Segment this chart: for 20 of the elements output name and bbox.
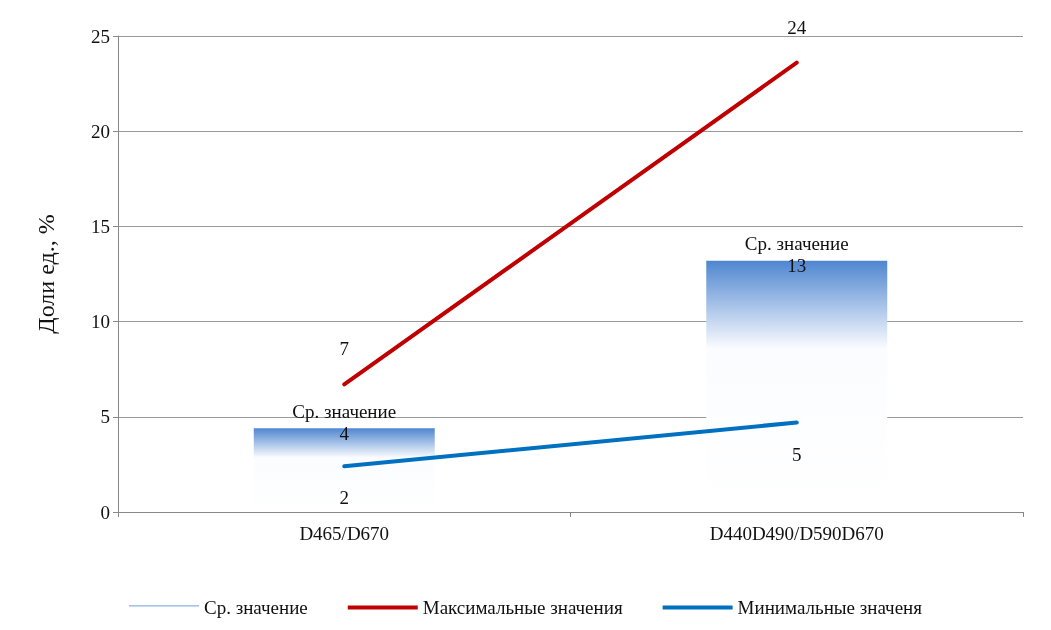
y-tick-label: 5 [100, 406, 110, 428]
text: Ср. значение [292, 400, 397, 422]
x-tick-label: D465/D670 [299, 523, 390, 544]
y-tick-label: 10 [91, 311, 110, 333]
data-label: 24 [787, 16, 807, 38]
data-label: 4 [339, 422, 350, 444]
y-tick-label: 0 [100, 501, 110, 523]
data-label: 2 [339, 487, 349, 509]
data-label: 7 [339, 338, 349, 360]
y-tick-label: 15 [91, 215, 110, 237]
data-label: 5 [792, 443, 802, 465]
text: Ср. значение [744, 233, 849, 255]
legend-label: Ср. значение [203, 597, 308, 618]
y-axis-title: Доли ед., % [33, 214, 59, 334]
data-label: 13 [787, 255, 807, 277]
y-tick-label: 20 [91, 120, 110, 142]
x-tick-label: D440D490/D590D670 [709, 523, 884, 544]
legend-label: Минимальные значеня [737, 597, 923, 618]
y-tick-label: 25 [91, 25, 110, 47]
legend-label: Максимальные значения [422, 597, 623, 618]
